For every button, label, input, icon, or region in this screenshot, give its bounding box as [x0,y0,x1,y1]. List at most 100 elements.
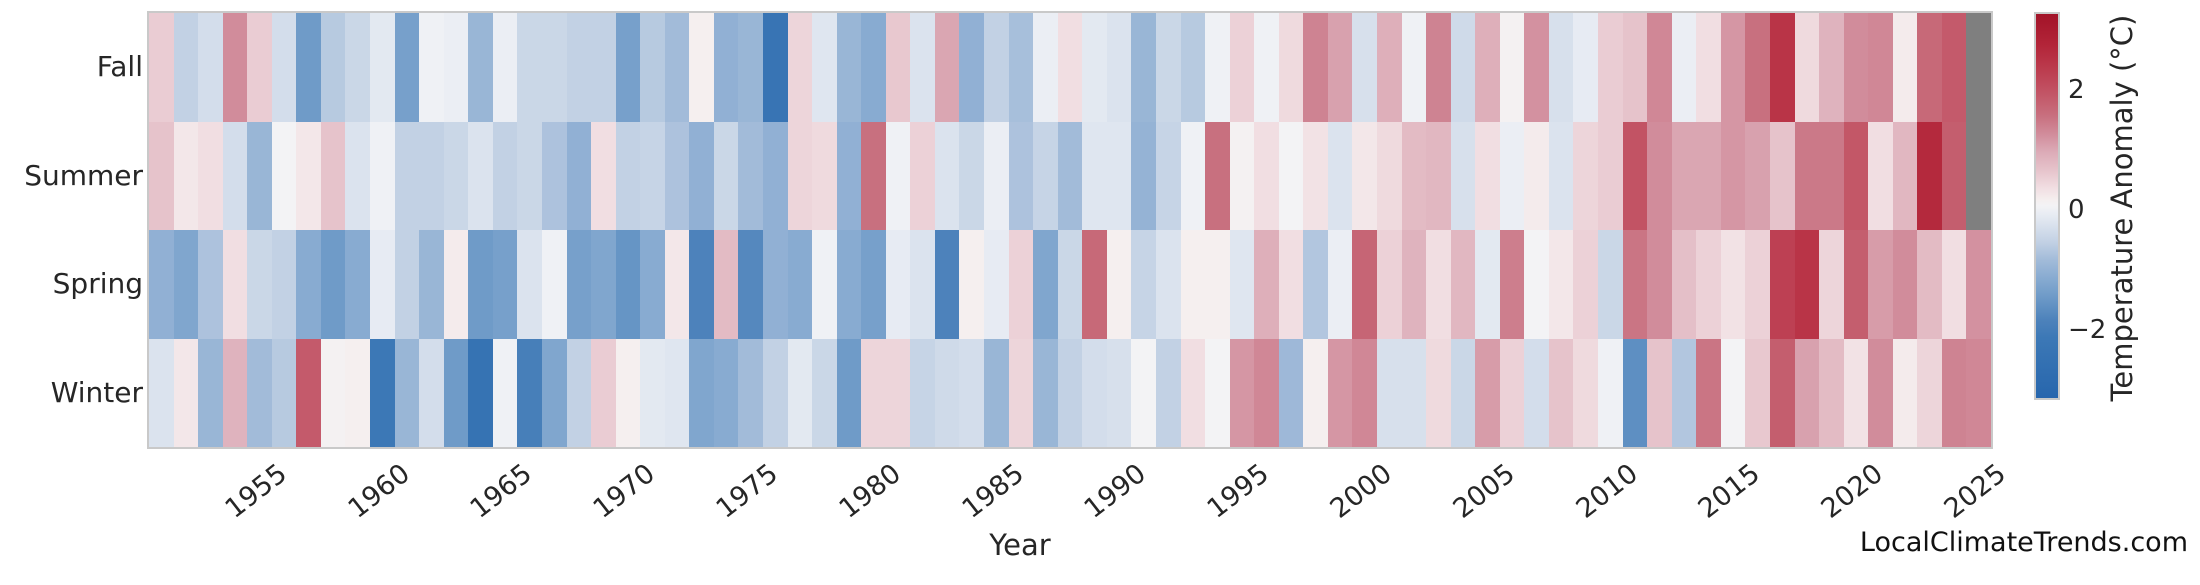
heatmap-cell [468,338,494,447]
heatmap-cell [1106,13,1132,123]
heatmap-cell [1941,13,1968,123]
heatmap-cell [345,121,371,231]
heatmap-cell [1573,338,1599,447]
heatmap-cell [1622,121,1648,231]
heatmap-cell [1769,121,1796,231]
heatmap-cell [812,13,838,123]
heatmap-cell [1401,121,1427,231]
heatmap-cell [1696,13,1722,123]
heatmap-cell [910,230,936,340]
heatmap-cell [1696,121,1722,231]
heatmap-cell [836,121,862,231]
heatmap-cell [394,338,420,447]
heatmap-cell [591,121,617,231]
heatmap-cell [1819,13,1845,123]
heatmap-cell [198,230,224,340]
heatmap-cell [1450,338,1476,447]
heatmap-cell [1647,13,1673,123]
heatmap-cell [1106,338,1132,447]
heatmap-cell [640,230,666,340]
heatmap-cell [1106,230,1132,340]
x-tick-label: 2000 [1324,458,1398,525]
heatmap-cell [713,13,740,123]
heatmap-cell [394,121,420,231]
heatmap-cell [1254,338,1280,447]
heatmap-cell [1057,13,1083,123]
heatmap-cell [1769,13,1796,123]
heatmap-cell [1229,338,1255,447]
heatmap-cell [1057,230,1083,340]
heatmap-cell [812,121,838,231]
heatmap-cell [1745,13,1771,123]
heatmap-cell [296,13,322,123]
heatmap-cell [271,230,297,340]
heatmap-cell [320,338,347,447]
heatmap-cell [1475,13,1501,123]
heatmap-cell [959,121,985,231]
heatmap-cell [1377,13,1403,123]
heatmap-cell [296,338,322,447]
heatmap-cell [1917,13,1943,123]
x-tick-label: 1960 [342,458,416,525]
heatmap-cell [1917,230,1943,340]
heatmap-cell [492,230,518,340]
watermark: LocalClimateTrends.com [1859,527,2188,558]
heatmap-cell [885,338,911,447]
heatmap-cell [1548,13,1575,123]
heatmap-cell [1327,121,1354,231]
x-tick-label: 1985 [956,458,1030,525]
heatmap-cell [541,121,568,231]
heatmap-cell [664,230,690,340]
heatmap-cell [198,121,224,231]
heatmap-cell [1696,338,1722,447]
heatmap-cell [689,230,715,340]
heatmap-cell [247,121,273,231]
heatmap-cell [1180,121,1206,231]
heatmap-cell [1892,230,1918,340]
colorbar-tick-label: 0 [2068,195,2085,225]
x-tick-label: 2005 [1447,458,1521,525]
heatmap-cell [1892,338,1918,447]
heatmap-cell [1229,230,1255,340]
heatmap-cell [1524,338,1550,447]
heatmap-cell [1892,13,1918,123]
heatmap-cell [1327,338,1354,447]
heatmap-cell [1450,13,1476,123]
heatmap-cell [836,13,862,123]
heatmap-cell [763,230,789,340]
heatmap-cell [1303,230,1329,340]
heatmap-cell [1229,121,1255,231]
heatmap-cell [1278,338,1304,447]
heatmap-cell [492,13,518,123]
heatmap-cell [1008,230,1034,340]
heatmap-cell [1033,338,1059,447]
heatmap-cell [1377,121,1403,231]
heatmap-cell [738,13,764,123]
heatmap-cell [910,338,936,447]
heatmap-cell [173,338,199,447]
heatmap-cell [1794,13,1820,123]
heatmap-cell [345,338,371,447]
heatmap-cell [394,13,420,123]
heatmap-cell [541,13,568,123]
heatmap-cell [566,338,592,447]
heatmap-cell [1155,121,1182,231]
row-label-fall: Fall [96,50,143,84]
heatmap-cell [1401,338,1427,447]
heatmap-cell [320,121,347,231]
heatmap-cell [1548,230,1575,340]
heatmap-cell [1769,338,1796,447]
heatmap-cell [1033,13,1059,123]
x-axis-label: Year [989,528,1051,562]
heatmap-cell [468,13,494,123]
heatmap-cell [1598,13,1624,123]
heatmap-cell [320,13,347,123]
heatmap-cell [370,13,396,123]
heatmap-cell [1377,230,1403,340]
heatmap-cell [1033,121,1059,231]
heatmap-cell [738,230,764,340]
heatmap-cell [1868,13,1894,123]
heatmap-cell [566,121,592,231]
heatmap-cell [1426,13,1452,123]
heatmap-cell [861,338,887,447]
